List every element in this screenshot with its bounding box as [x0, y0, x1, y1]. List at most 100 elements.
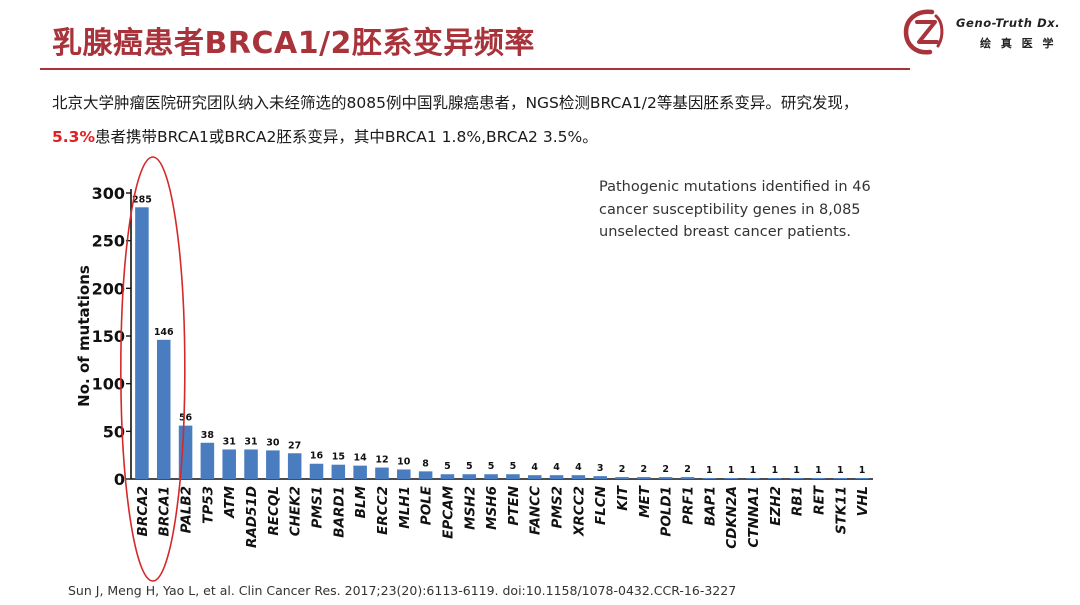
bar-pms2 [549, 475, 564, 479]
x-tick-label: PMS2 [550, 486, 566, 528]
x-tick-label: PRF1 [681, 486, 697, 525]
x-tick-label: CHEK2 [288, 486, 304, 536]
bar-pms1 [309, 463, 324, 479]
bar-met [637, 477, 651, 479]
data-label: 38 [201, 430, 215, 441]
title-divider [40, 68, 910, 70]
x-tick-label: BAP1 [702, 486, 718, 526]
data-label: 1 [771, 465, 778, 476]
data-label: 10 [397, 456, 411, 467]
data-label: 1 [859, 465, 866, 476]
x-tick-label: KIT [615, 484, 631, 510]
bar-prf1 [680, 477, 695, 479]
bar-brca2 [135, 207, 149, 480]
bar-mlh1 [397, 469, 411, 479]
data-label: 2 [684, 464, 691, 475]
data-label: 31 [244, 436, 257, 447]
x-tick-label: MSH6 [484, 486, 500, 530]
bar-flcn [593, 476, 607, 479]
data-label: 2 [619, 464, 626, 475]
bar-brca1 [156, 339, 171, 479]
x-tick-label: POLE [419, 485, 435, 525]
y-tick-label: 50 [103, 422, 125, 441]
x-tick-label: RET [811, 484, 827, 515]
data-label: 5 [444, 461, 451, 472]
bar-ctnna1 [746, 478, 760, 479]
x-tick-label: MSH2 [462, 486, 478, 530]
x-tick-label: RECQL [266, 486, 282, 536]
x-tick-label: EPCAM [440, 485, 456, 538]
x-tick-label: BARD1 [331, 486, 347, 538]
x-tick-label: FANCC [528, 486, 544, 535]
data-label: 15 [332, 452, 345, 463]
data-label: 16 [310, 451, 324, 462]
bar-msh2 [462, 474, 477, 479]
data-label: 27 [288, 440, 301, 451]
x-tick-label: PMS1 [310, 486, 326, 528]
bar-vhl [855, 478, 869, 479]
bar-tp53 [200, 442, 215, 479]
x-tick-label: ERCC2 [375, 486, 391, 535]
bar-recql [266, 450, 280, 479]
bar-chek2 [287, 453, 302, 479]
data-label: 1 [750, 465, 757, 476]
x-tick-label: EZH2 [768, 486, 784, 526]
y-axis-title: No. of mutations [75, 265, 93, 407]
citation: Sun J, Meng H, Yao L, et al. Clin Cancer… [68, 583, 737, 598]
intro-line-2: 患者携带BRCA1或BRCA2胚系变异，其中BRCA1 1.8%,BRCA2 3… [95, 128, 598, 146]
x-tick-label: RAD51D [244, 486, 260, 548]
bar-pold1 [658, 477, 673, 479]
bar-ezh2 [768, 478, 782, 479]
data-label: 5 [510, 461, 517, 472]
data-label: 1 [728, 465, 735, 476]
data-label: 31 [223, 436, 236, 447]
brand-logo: Geno-Truth Dx. 绘 真 医 学 [902, 6, 1062, 62]
x-tick-label: BLM [353, 485, 369, 518]
bar-rad51d [244, 449, 258, 479]
data-label: 14 [354, 453, 368, 464]
bar-kit [615, 477, 629, 479]
y-tick-label: 100 [92, 375, 125, 394]
data-label: 4 [531, 462, 538, 473]
x-tick-label: BRCA2 [135, 486, 151, 536]
data-label: 4 [575, 462, 582, 473]
logo-text-cn: 绘 真 医 学 [980, 37, 1057, 50]
brca-highlight-ellipse [120, 156, 186, 582]
data-label: 1 [793, 465, 800, 476]
x-tick-label: PALB2 [179, 486, 195, 533]
x-tick-label: TP53 [200, 486, 216, 524]
bar-xrcc2 [571, 475, 586, 479]
x-tick-label: POLD1 [659, 486, 675, 537]
data-label: 1 [815, 465, 822, 476]
page-title: 乳腺癌患者BRCA1/2胚系变异频率 [52, 26, 535, 61]
x-tick-label: FLCN [593, 485, 609, 525]
data-label: 3 [597, 463, 604, 474]
bar-msh6 [484, 474, 498, 479]
x-tick-label: PTEN [506, 485, 522, 525]
bar-atm [222, 449, 236, 479]
data-label: 12 [375, 455, 388, 466]
data-label: 1 [837, 465, 844, 476]
y-tick-label: 150 [92, 327, 125, 346]
bar-ercc2 [375, 467, 389, 479]
bar-pten [506, 474, 520, 479]
data-label: 30 [266, 437, 280, 448]
bar-ret [811, 478, 826, 479]
data-label: 8 [422, 458, 429, 469]
intro-line-1: 北京大学肿瘤医院研究团队纳入未经筛选的8085例中国乳腺癌患者，NGS检测BRC… [52, 94, 859, 112]
data-label: 2 [641, 464, 648, 475]
bar-bap1 [702, 478, 717, 479]
bar-fancc [527, 475, 542, 479]
data-label: 4 [553, 462, 560, 473]
bar-rb1 [789, 478, 804, 479]
x-tick-label: MET [637, 484, 653, 518]
bar-epcam [440, 474, 455, 479]
data-label: 146 [154, 327, 174, 338]
data-label: 285 [132, 194, 152, 205]
geno-truth-logo-icon [903, 9, 944, 55]
x-tick-label: STK11 [833, 486, 849, 534]
data-label: 1 [706, 465, 713, 476]
data-label: 5 [488, 461, 495, 472]
data-label: 2 [662, 464, 669, 475]
